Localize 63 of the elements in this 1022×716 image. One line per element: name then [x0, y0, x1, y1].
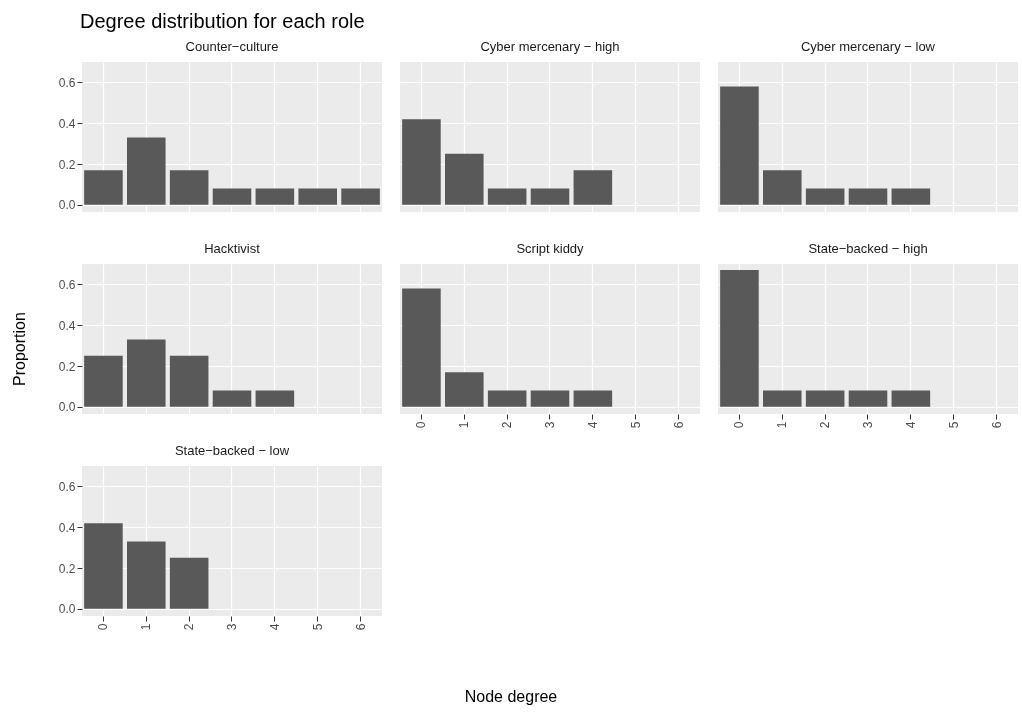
- y-tick-label: 0.2: [58, 359, 76, 374]
- x-tick-label: 3: [225, 623, 239, 631]
- bar: [169, 170, 209, 205]
- bar: [127, 137, 166, 205]
- bar: [341, 188, 380, 205]
- x-tick-label: 1: [139, 623, 154, 631]
- y-tick-label: 0.4: [58, 318, 76, 333]
- text: Node degree: [463, 688, 559, 706]
- x-tick-label: 6: [671, 421, 686, 429]
- bar: [84, 523, 123, 609]
- bar: [255, 188, 295, 205]
- y-tick-label: 0.6: [58, 479, 76, 494]
- x-tick-label: 4: [903, 421, 918, 429]
- text: Degree distribution for each role: [80, 10, 365, 33]
- bar: [84, 170, 123, 205]
- bar: [169, 557, 209, 609]
- text: Proportion: [11, 311, 29, 388]
- x-tick-label: 2: [500, 421, 515, 429]
- chart-title: Counter−culture: [185, 39, 279, 54]
- y-tick-label: 0.4: [58, 520, 76, 535]
- x-tick-label: 6: [989, 421, 1004, 429]
- bar: [127, 339, 166, 407]
- y-tick-label: 0.6: [58, 75, 76, 90]
- x-tick-label: 2: [182, 623, 197, 631]
- x-tick-label: 3: [861, 421, 875, 429]
- y-tick-label: 0.0: [58, 602, 76, 617]
- bar: [445, 153, 484, 205]
- x-tick-label: 4: [585, 421, 600, 429]
- chart-title: Hacktivist: [204, 241, 261, 256]
- bar: [212, 188, 252, 205]
- chart-title: Cyber mercenary − low: [800, 39, 936, 54]
- y-tick-label: 0.0: [58, 198, 76, 213]
- chart-title: State−backed − high: [808, 241, 928, 256]
- y-tick-label: 0.2: [58, 561, 76, 576]
- bar: [530, 188, 570, 205]
- chart-title: Script kiddy: [516, 241, 585, 256]
- y-tick-label: 0.2: [58, 157, 76, 172]
- x-tick-label: 5: [310, 623, 325, 631]
- bar: [84, 355, 123, 407]
- bar: [169, 355, 209, 407]
- bar: [402, 119, 441, 205]
- bar: [487, 188, 527, 205]
- x-tick-label: 0: [414, 421, 429, 429]
- x-tick-label: 1: [775, 421, 790, 429]
- chart-title: State−backed − low: [174, 443, 290, 458]
- x-tick-label: 6: [353, 623, 368, 631]
- x-tick-label: 2: [818, 421, 833, 429]
- bar: [298, 188, 337, 205]
- x-tick-label: 1: [457, 421, 472, 429]
- y-tick-label: 0.4: [58, 116, 76, 131]
- bar: [573, 170, 613, 205]
- x-tick-label: 3: [543, 421, 557, 429]
- bar: [212, 390, 252, 407]
- y-tick-label: 0.6: [58, 277, 76, 292]
- x-tick-label: 0: [96, 623, 111, 631]
- y-tick-label: 0.0: [58, 400, 76, 415]
- bar: [127, 541, 166, 609]
- x-tick-label: 0: [732, 421, 747, 429]
- x-tick-label: 5: [628, 421, 643, 429]
- chart-title: Cyber mercenary − high: [480, 39, 620, 54]
- x-tick-label: 5: [946, 421, 961, 429]
- bar: [255, 390, 295, 407]
- x-tick-label: 4: [267, 623, 282, 631]
